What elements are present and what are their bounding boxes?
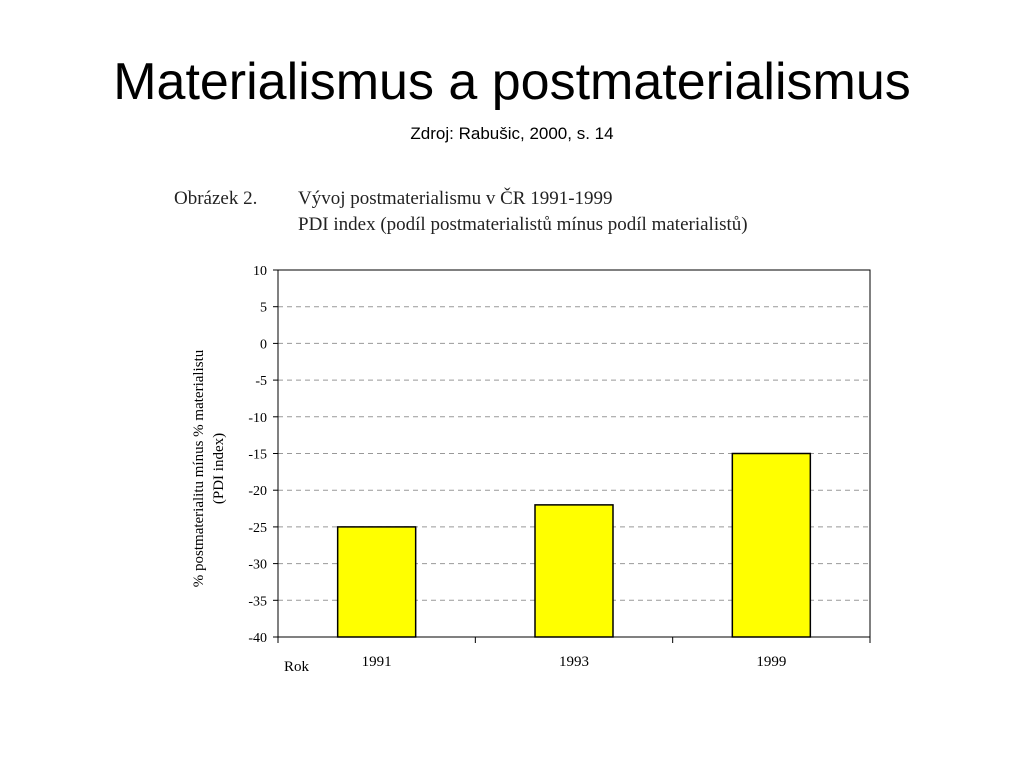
y-tick-label: -40 <box>248 631 267 646</box>
slide-title: Materialismus a postmaterialismus <box>113 53 911 111</box>
bars <box>336 452 812 638</box>
y-axis-label-line2: (PDI index) <box>211 433 227 504</box>
x-axis-ticks: 1991 1993 1999 <box>277 637 871 670</box>
x-axis-label: Rok <box>284 659 310 675</box>
y-tick-label: -25 <box>248 521 267 536</box>
y-tick-label: -20 <box>248 484 267 499</box>
y-tick-label: 0 <box>260 337 267 352</box>
y-tick-label: 5 <box>260 301 267 316</box>
y-tick-label: -5 <box>255 374 267 389</box>
y-tick-label: 10 <box>253 264 267 279</box>
x-tick-label: 1991 <box>362 654 392 670</box>
figure-label: Obrázek 2. <box>174 188 258 209</box>
bar-1993 <box>534 504 614 638</box>
bar-1999 <box>731 452 812 638</box>
figure-caption: Vývoj postmaterialismu v ČR 1991-1999 PD… <box>298 186 748 238</box>
y-axis-ticks: 10 5 0 -5 -10 -15 -20 -25 -30 -35 -40 <box>248 264 278 646</box>
y-tick-label: -15 <box>248 448 267 463</box>
y-tick-label: -30 <box>248 558 267 573</box>
y-tick-label: -10 <box>248 411 267 426</box>
figure-caption-line1: Vývoj postmaterialismu v ČR 1991-1999 <box>298 188 613 209</box>
x-tick-label: 1999 <box>756 654 786 670</box>
slide-subtitle: Zdroj: Rabušic, 2000, s. 14 <box>410 124 614 143</box>
figure-caption-line2: PDI index (podíl postmaterialistů mínus … <box>298 214 748 235</box>
y-axis-label-line1: % postmaterialitu mínus % materialistu <box>191 349 207 587</box>
y-tick-label: -35 <box>248 594 267 609</box>
bar-1991 <box>336 526 417 638</box>
x-tick-label: 1993 <box>559 654 589 670</box>
